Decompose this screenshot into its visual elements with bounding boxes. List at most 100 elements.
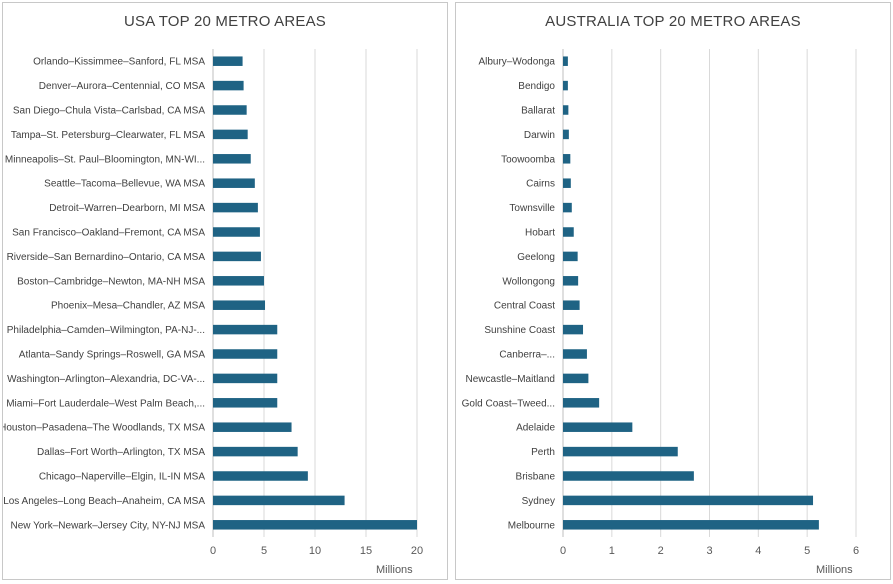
- australia-x-tick-label: 4: [755, 545, 761, 557]
- usa-category-label: Washington–Arlington–Alexandria, DC-VA-.…: [7, 374, 205, 385]
- australia-axis-unit-label: Millions: [816, 564, 853, 576]
- usa-bar-chart: 0 5 10 15 20 Orlando–Kissimmee–Sanford, FL MS…: [3, 49, 423, 557]
- australia-chart-panel: AUSTRALIA TOP 20 METRO AREAS 0 1 2 3 4 5 6 Albu…: [455, 2, 891, 580]
- usa-bar: [213, 446, 298, 457]
- australia-bar: [563, 398, 600, 408]
- usa-category-label: Houston–Pasadena–The Woodlands, TX MSA: [3, 423, 205, 434]
- australia-x-tick-label: 3: [706, 545, 712, 557]
- usa-chart-panel: USA TOP 20 METRO AREAS 0 5 10 15 20 Orlando–K…: [2, 2, 448, 580]
- usa-x-tick-label: 10: [309, 545, 321, 557]
- australia-category-label: Cairns: [526, 179, 555, 190]
- usa-bar: [213, 471, 308, 481]
- usa-x-tick-label: 5: [261, 545, 267, 557]
- australia-bar: [563, 154, 571, 164]
- australia-bar: [563, 80, 568, 91]
- australia-bar: [563, 276, 579, 286]
- australia-bar: [563, 129, 569, 140]
- australia-category-label: Central Coast: [494, 301, 555, 312]
- australia-x-tick-label: 6: [853, 545, 859, 557]
- australia-bar: [563, 202, 572, 213]
- usa-bar: [213, 276, 264, 286]
- australia-category-label: Newcastle–Maitland: [466, 374, 556, 385]
- australia-bar: [563, 227, 574, 237]
- australia-chart-title: AUSTRALIA TOP 20 METRO AREAS: [545, 13, 801, 30]
- usa-bar: [213, 422, 292, 432]
- usa-category-label: Philadelphia–Camden–Wilmington, PA-NJ-..…: [7, 325, 205, 336]
- usa-x-tick-label: 0: [210, 545, 216, 557]
- australia-category-label: Hobart: [525, 228, 555, 239]
- australia-category-label: Albury–Wodonga: [478, 57, 555, 68]
- australia-bar: [563, 56, 568, 66]
- usa-bar: [213, 227, 260, 237]
- usa-bar: [213, 349, 278, 359]
- usa-category-label: Atlanta–Sandy Springs–Roswell, GA MSA: [19, 350, 206, 361]
- usa-category-label: Orlando–Kissimmee–Sanford, FL MSA: [33, 57, 205, 68]
- australia-category-label: Geelong: [517, 252, 555, 263]
- usa-category-label: Dallas–Fort Worth–Arlington, TX MSA: [37, 447, 205, 458]
- australia-x-tick-label: 1: [609, 545, 615, 557]
- usa-category-label: Los Angeles–Long Beach–Anaheim, CA MSA: [3, 496, 205, 507]
- australia-bar: [563, 178, 571, 188]
- australia-category-label: Melbourne: [508, 520, 556, 531]
- usa-axis-unit-label: Millions: [376, 564, 413, 576]
- usa-category-label: Boston–Cambridge–Newton, MA-NH MSA: [17, 276, 205, 287]
- australia-bar: [563, 251, 578, 262]
- australia-x-tick-label: 5: [804, 545, 810, 557]
- australia-category-label: Toowoomba: [501, 154, 555, 165]
- australia-bar: [563, 373, 589, 384]
- usa-category-label: Seattle–Tacoma–Bellevue, WA MSA: [44, 179, 205, 190]
- australia-category-label: Canberra–...: [499, 350, 555, 361]
- usa-bar: [213, 520, 417, 530]
- australia-bar: [563, 422, 633, 432]
- australia-category-label: Sydney: [522, 496, 555, 507]
- usa-bar: [213, 202, 258, 213]
- usa-bar: [213, 56, 243, 66]
- australia-bar: [563, 446, 678, 457]
- usa-category-label: San Francisco–Oakland–Fremont, CA MSA: [12, 228, 205, 239]
- australia-category-label: Adelaide: [516, 423, 555, 434]
- australia-bar: [563, 324, 584, 335]
- australia-category-label: Wollongong: [502, 276, 555, 287]
- australia-bar-chart: 0 1 2 3 4 5 6 Albury–Wodonga Bendigo Ballarat Darw…: [462, 49, 859, 557]
- usa-category-label: Minneapolis–St. Paul–Bloomington, MN-WI.…: [5, 154, 205, 165]
- usa-bar: [213, 178, 255, 188]
- usa-bar: [213, 105, 247, 115]
- usa-bar: [213, 154, 251, 164]
- usa-category-label: San Diego–Chula Vista–Carlsbad, CA MSA: [13, 106, 205, 117]
- australia-bar: [563, 105, 569, 115]
- usa-bar: [213, 80, 244, 91]
- usa-category-label: Miami–Fort Lauderdale–West Palm Beach,..…: [6, 398, 205, 409]
- usa-category-label: Chicago–Naperville–Elgin, IL-IN MSA: [39, 472, 206, 483]
- australia-x-tick-label: 0: [560, 545, 566, 557]
- usa-x-tick-label: 15: [360, 545, 372, 557]
- australia-category-label: Bendigo: [518, 81, 555, 92]
- australia-category-label: Darwin: [524, 130, 555, 141]
- australia-bar: [563, 300, 580, 310]
- usa-bar: [213, 373, 278, 384]
- australia-category-label: Gold Coast–Tweed...: [462, 398, 555, 409]
- australia-category-label: Sunshine Coast: [484, 325, 555, 336]
- usa-bar: [213, 129, 248, 140]
- usa-bar: [213, 324, 278, 335]
- australia-bar: [563, 520, 819, 530]
- usa-chart-title: USA TOP 20 METRO AREAS: [124, 13, 326, 30]
- australia-category-label: Brisbane: [516, 472, 556, 483]
- usa-bar: [213, 300, 266, 310]
- australia-category-label: Ballarat: [521, 106, 555, 117]
- usa-category-label: New York–Newark–Jersey City, NY-NJ MSA: [10, 520, 205, 531]
- australia-x-tick-label: 2: [658, 545, 664, 557]
- usa-category-label: Detroit–Warren–Dearborn, MI MSA: [49, 203, 205, 214]
- australia-category-label: Perth: [531, 447, 555, 458]
- usa-category-label: Tampa–St. Petersburg–Clearwater, FL MSA: [11, 130, 205, 141]
- usa-category-label: Phoenix–Mesa–Chandler, AZ MSA: [51, 301, 205, 312]
- usa-bar: [213, 398, 278, 408]
- usa-bar: [213, 251, 261, 262]
- usa-category-label: Riverside–San Bernardino–Ontario, CA MSA: [7, 252, 206, 263]
- usa-x-tick-label: 20: [411, 545, 423, 557]
- australia-bar: [563, 349, 587, 359]
- australia-bar: [563, 495, 814, 506]
- usa-category-label: Denver–Aurora–Centennial, CO MSA: [39, 81, 206, 92]
- australia-bar: [563, 471, 694, 481]
- australia-category-label: Townsville: [509, 203, 555, 214]
- usa-bar: [213, 495, 345, 506]
